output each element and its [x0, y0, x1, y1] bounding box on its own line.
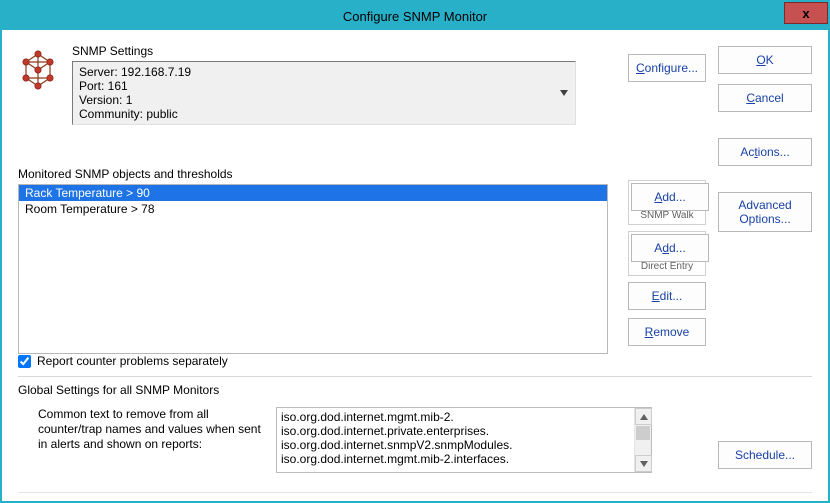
snmp-server-line: Server: 192.168.7.19: [79, 65, 191, 79]
window-title: Configure SNMP Monitor: [343, 9, 487, 24]
snmp-cube-icon: [18, 50, 58, 90]
close-icon: x: [802, 6, 809, 21]
global-settings-label: Global Settings for all SNMP Monitors: [18, 383, 698, 397]
edit-button-label: Edit...: [652, 289, 683, 303]
divider: [18, 376, 812, 377]
text-remove-content: iso.org.dod.internet.mgmt.mib-2. iso.org…: [281, 410, 631, 470]
advanced-options-button[interactable]: Advanced Options...: [718, 192, 812, 232]
remove-button-label: Remove: [645, 325, 690, 339]
list-item[interactable]: Rack Temperature > 90: [19, 185, 607, 201]
advanced-options-label-2: Options...: [719, 212, 811, 226]
schedule-button[interactable]: Schedule...: [718, 441, 812, 469]
chevron-down-icon: [560, 90, 568, 96]
add-direct-caption: Direct Entry: [631, 261, 703, 272]
scroll-thumb[interactable]: [636, 426, 650, 440]
edit-button[interactable]: Edit...: [628, 282, 706, 310]
snmp-version-line: Version: 1: [79, 93, 132, 107]
object-buttons-column: Add... SNMP Walk Add... Direct Entry Edi…: [628, 180, 706, 354]
add-snmpwalk-caption: SNMP Walk: [631, 210, 703, 221]
snmp-community-line: Community: public: [79, 107, 178, 121]
titlebar: Configure SNMP Monitor x: [2, 2, 828, 30]
text-remove-scrollbar: [634, 408, 651, 472]
advanced-options-label-1: Advanced: [738, 198, 791, 212]
snmp-port-line: Port: 161: [79, 79, 128, 93]
configure-button-label: Configure...: [636, 61, 698, 75]
cancel-button-label: Cancel: [746, 91, 783, 105]
ok-button[interactable]: OK: [718, 46, 812, 74]
monitored-objects-section: Monitored SNMP objects and thresholds Ra…: [18, 167, 608, 354]
add-direct-button[interactable]: Add...: [631, 234, 709, 262]
remove-line[interactable]: iso.org.dod.internet.snmpV2.snmpModules.: [281, 438, 512, 452]
configure-button[interactable]: Configure...: [628, 54, 706, 82]
remove-line[interactable]: iso.org.dod.internet.mgmt.mib-2.: [281, 410, 454, 424]
chevron-up-icon: [640, 414, 648, 420]
report-counter-label: Report counter problems separately: [37, 354, 228, 368]
chevron-down-icon: [640, 461, 648, 467]
remove-line[interactable]: iso.org.dod.internet.private.enterprises…: [281, 424, 489, 438]
add-snmpwalk-label: Add...: [654, 190, 685, 204]
actions-button-label: Actions...: [740, 145, 789, 159]
remove-button[interactable]: Remove: [628, 318, 706, 346]
add-direct-label: Add...: [654, 241, 685, 255]
add-direct-group: Add... Direct Entry: [628, 231, 706, 276]
close-button[interactable]: x: [784, 2, 828, 24]
monitored-objects-list[interactable]: Rack Temperature > 90 Room Temperature >…: [18, 184, 608, 354]
text-remove-listbox[interactable]: iso.org.dod.internet.mgmt.mib-2. iso.org…: [276, 407, 652, 473]
scroll-up-button[interactable]: [635, 408, 652, 425]
report-counter-row: Report counter problems separately: [18, 354, 228, 368]
global-settings-section: Global Settings for all SNMP Monitors Co…: [18, 383, 698, 473]
bottom-divider: [18, 492, 812, 493]
list-item[interactable]: Room Temperature > 78: [19, 201, 607, 217]
add-snmpwalk-button[interactable]: Add...: [631, 183, 709, 211]
snmp-settings-display[interactable]: Server: 192.168.7.19 Port: 161 Version: …: [72, 61, 576, 125]
dialog-buttons-column: OK Cancel Actions... Advanced Options...: [718, 46, 812, 242]
ok-button-label: OK: [756, 53, 773, 67]
add-snmpwalk-group: Add... SNMP Walk: [628, 180, 706, 225]
remove-line[interactable]: iso.org.dod.internet.mgmt.mib-2.interfac…: [281, 452, 509, 466]
schedule-button-label: Schedule...: [735, 448, 795, 462]
global-settings-body: Common text to remove from all counter/t…: [18, 407, 698, 473]
monitored-objects-label: Monitored SNMP objects and thresholds: [18, 167, 608, 181]
report-counter-checkbox[interactable]: [18, 355, 31, 368]
cancel-button[interactable]: Cancel: [718, 84, 812, 112]
actions-button[interactable]: Actions...: [718, 138, 812, 166]
dialog-content: SNMP Settings Server: 192.168.7.19 Port:…: [2, 32, 828, 501]
dialog-window: Configure SNMP Monitor x: [0, 0, 830, 503]
global-settings-text: Common text to remove from all counter/t…: [18, 407, 276, 473]
settings-dropdown-arrow[interactable]: [555, 64, 573, 122]
scroll-down-button[interactable]: [635, 455, 652, 472]
